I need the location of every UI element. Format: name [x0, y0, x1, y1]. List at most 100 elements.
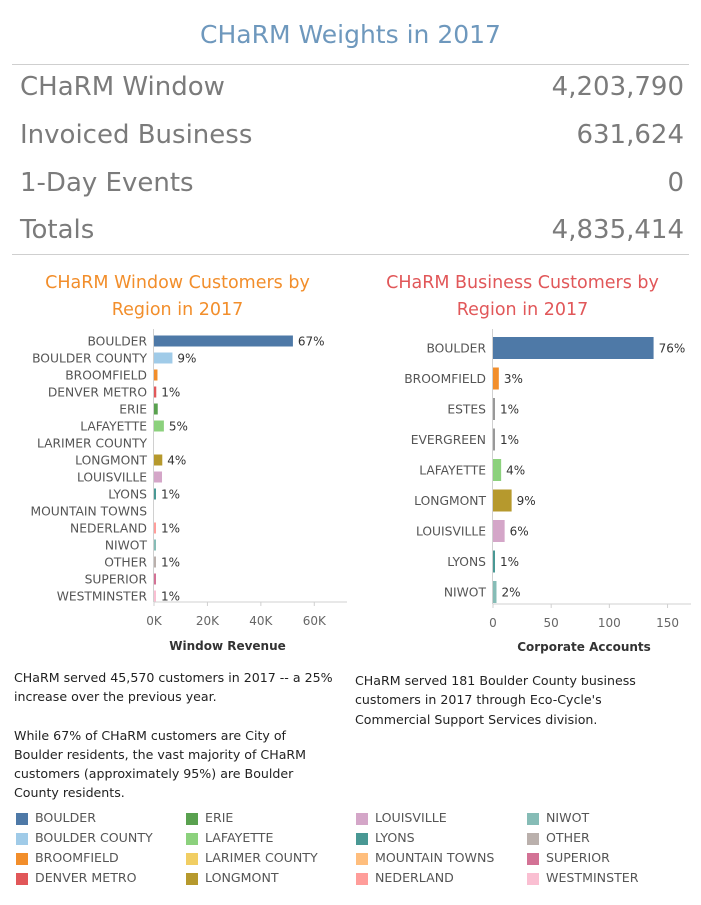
legend-swatch — [186, 813, 198, 825]
bar[interactable] — [154, 420, 164, 432]
bar[interactable] — [493, 550, 495, 573]
bar[interactable] — [154, 352, 173, 364]
bar[interactable] — [154, 556, 156, 568]
bar-data-label: 2% — [501, 586, 520, 600]
legend-label: BOULDER — [35, 810, 96, 825]
bar[interactable] — [154, 522, 156, 534]
window-category-label: NIWOT — [105, 539, 148, 553]
bar-data-label: 4% — [167, 454, 186, 468]
legend-swatch — [16, 873, 28, 885]
business-category-label: LOUISVILLE — [416, 525, 486, 539]
bar[interactable] — [493, 398, 495, 420]
bar[interactable] — [154, 573, 156, 585]
description-paragraph: CHaRM served 181 Boulder County business… — [355, 673, 636, 727]
bar[interactable] — [493, 337, 654, 359]
bar[interactable] — [493, 459, 502, 481]
stat-value: 0 — [667, 168, 684, 198]
business-category-label: LYONS — [447, 555, 486, 569]
stat-label: Invoiced Business — [20, 120, 253, 150]
legend-swatch — [527, 853, 539, 865]
window-category-label: WESTMINSTER — [57, 590, 148, 604]
bar-data-label: 5% — [169, 420, 188, 434]
legend-label: BOULDER COUNTY — [35, 830, 153, 845]
legend-swatch — [356, 873, 368, 885]
stat-row-window: CHaRM Window 4,203,790 — [20, 72, 684, 110]
bar-data-label: 1% — [161, 556, 180, 570]
x-tick-label: 100 — [598, 616, 621, 630]
description-paragraph: CHaRM served 45,570 customers in 2017 --… — [14, 670, 333, 705]
business-category-label: ESTES — [447, 403, 486, 417]
bar[interactable] — [154, 454, 163, 466]
window-category-label: ERIE — [119, 403, 147, 417]
bar-data-label: 6% — [510, 525, 529, 539]
business-category-label: NIWOT — [444, 586, 487, 600]
bar-data-label: 1% — [161, 386, 180, 400]
legend-label: NIWOT — [546, 810, 590, 825]
legend-label: LAFAYETTE — [205, 830, 274, 845]
bar[interactable] — [493, 581, 497, 603]
legend-label: WESTMINSTER — [546, 870, 639, 885]
window-description: CHaRM served 45,570 customers in 2017 --… — [14, 668, 336, 822]
legend-label: OTHER — [546, 830, 590, 845]
bar-data-label: 4% — [506, 464, 525, 478]
legend-label: LONGMONT — [205, 870, 279, 885]
legend-swatch — [16, 813, 28, 825]
legend-label: LARIMER COUNTY — [205, 850, 318, 865]
description-paragraph: While 67% of CHaRM customers are City of… — [14, 727, 307, 801]
stat-row-totals: Totals 4,835,414 — [20, 215, 684, 253]
window-category-label: BOULDER COUNTY — [32, 352, 147, 366]
legend-label: NEDERLAND — [375, 870, 454, 885]
x-tick-label: 60K — [303, 614, 327, 628]
bar[interactable] — [154, 386, 157, 398]
bar-data-label: 1% — [161, 488, 180, 502]
legend-swatch — [356, 853, 368, 865]
divider — [12, 64, 689, 65]
bar[interactable] — [154, 590, 156, 602]
legend-label: BROOMFIELD — [35, 850, 119, 865]
legend-swatch — [186, 833, 198, 845]
business-category-label: BROOMFIELD — [404, 372, 486, 386]
window-category-label: BOULDER — [87, 335, 147, 349]
stat-label: Totals — [20, 215, 95, 245]
legend-label: SUPERIOR — [546, 850, 610, 865]
window-category-label: DENVER METRO — [48, 386, 147, 400]
x-axis-title: Corporate Accounts — [517, 640, 651, 654]
page-title: CHaRM Weights in 2017 — [200, 20, 501, 49]
legend-swatch — [186, 853, 198, 865]
bar[interactable] — [154, 539, 156, 551]
x-tick-label: 150 — [656, 616, 679, 630]
bar[interactable] — [154, 403, 158, 415]
bar-data-label: 76% — [659, 342, 686, 356]
x-axis-title: Window Revenue — [169, 639, 286, 653]
business-category-label: BOULDER — [426, 342, 486, 356]
business-category-label: EVERGREEN — [411, 433, 486, 447]
bar-data-label: 1% — [500, 555, 519, 569]
bar[interactable] — [154, 488, 156, 500]
stat-row-events: 1-Day Events 0 — [20, 168, 684, 206]
window-category-label: LONGMONT — [75, 454, 147, 468]
bar-data-label: 67% — [298, 335, 325, 349]
bar[interactable] — [154, 471, 163, 483]
legend-swatch — [186, 873, 198, 885]
stat-value: 631,624 — [576, 120, 684, 150]
bar[interactable] — [493, 428, 495, 451]
window-category-label: LOUISVILLE — [77, 471, 147, 485]
bar[interactable] — [493, 520, 505, 542]
x-tick-label: 40K — [249, 614, 273, 628]
stat-label: CHaRM Window — [20, 72, 225, 102]
bar[interactable] — [154, 369, 158, 381]
x-tick-label: 50 — [544, 616, 559, 630]
x-tick-label: 20K — [196, 614, 220, 628]
legend-label: LOUISVILLE — [375, 810, 447, 825]
bar[interactable] — [493, 367, 499, 390]
legend-swatch — [527, 873, 539, 885]
business-description: CHaRM served 181 Boulder County business… — [355, 671, 680, 748]
bar-data-label: 1% — [161, 590, 180, 604]
legend-label: LYONS — [375, 830, 415, 845]
legend-swatch — [527, 833, 539, 845]
business-chart-title: CHaRM Business Customers by Region in 20… — [386, 273, 659, 320]
window-customers-chart: 0K 20K 40K 60K Window Revenue BOULDER 67% BOULD… — [30, 329, 347, 653]
window-category-label: NEDERLAND — [70, 522, 147, 536]
bar[interactable] — [493, 489, 512, 512]
bar[interactable] — [154, 335, 293, 347]
